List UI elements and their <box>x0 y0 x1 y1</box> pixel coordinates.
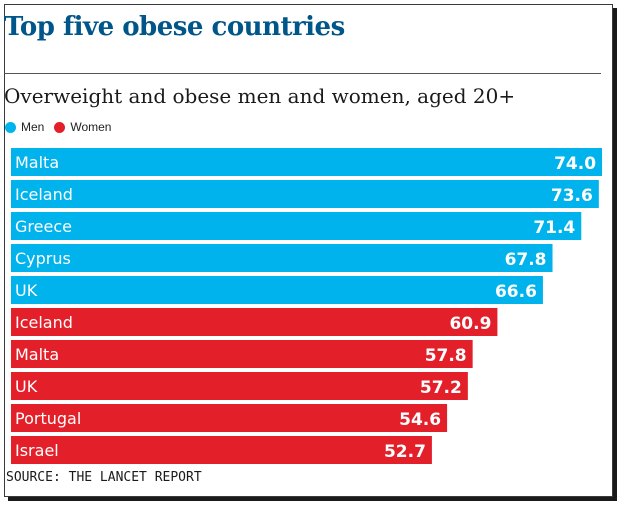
bar-label-malta-women: Malta <box>15 345 59 364</box>
bar-value-greece-men: 71.4 <box>533 218 575 238</box>
bar-label-greece-men: Greece <box>15 217 72 236</box>
legend-item-women: Women <box>54 120 111 134</box>
bar-label-portugal-women: Portugal <box>15 409 81 428</box>
bar-iceland-women <box>11 308 498 336</box>
legend-swatch-men <box>5 121 16 133</box>
bar-uk-women <box>11 372 468 400</box>
chart-title: Top five obese countries <box>4 12 345 42</box>
bar-greece-men <box>11 212 582 240</box>
bar-value-iceland-men: 73.6 <box>551 186 593 206</box>
legend-label-men: Men <box>21 120 45 134</box>
bar-label-malta-men: Malta <box>15 153 59 172</box>
bar-malta-men <box>11 148 603 176</box>
bar-label-iceland-women: Iceland <box>15 313 73 332</box>
legend: Men Women <box>5 120 121 134</box>
legend-item-men: Men <box>5 120 44 134</box>
bar-malta-women <box>11 340 473 368</box>
bar-uk-men <box>11 276 543 304</box>
legend-label-women: Women <box>70 120 112 134</box>
title-divider <box>4 73 601 74</box>
bar-israel-women <box>11 436 432 464</box>
bar-value-uk-women: 57.2 <box>420 378 462 398</box>
chart-subtitle: Overweight and obese men and women, aged… <box>4 84 516 108</box>
bar-label-uk-women: UK <box>15 377 38 396</box>
bar-value-portugal-women: 54.6 <box>399 410 441 430</box>
bar-label-israel-women: Israel <box>15 441 59 460</box>
bar-value-malta-women: 57.8 <box>425 346 467 366</box>
bar-value-iceland-women: 60.9 <box>449 314 491 334</box>
bar-label-cyprus-men: Cyprus <box>15 249 71 268</box>
bar-value-cyprus-men: 67.8 <box>505 250 547 270</box>
bar-value-israel-women: 52.7 <box>384 442 426 462</box>
bar-value-uk-men: 66.6 <box>495 282 537 302</box>
bar-label-iceland-men: Iceland <box>15 185 73 204</box>
bar-label-uk-men: UK <box>15 281 38 300</box>
bar-value-malta-men: 74.0 <box>554 154 596 174</box>
bar-iceland-men <box>11 180 599 208</box>
bar-cyprus-men <box>11 244 553 272</box>
legend-swatch-women <box>54 121 66 133</box>
bar-portugal-women <box>11 404 448 432</box>
source-note: SOURCE: THE LANCET REPORT <box>6 470 202 485</box>
